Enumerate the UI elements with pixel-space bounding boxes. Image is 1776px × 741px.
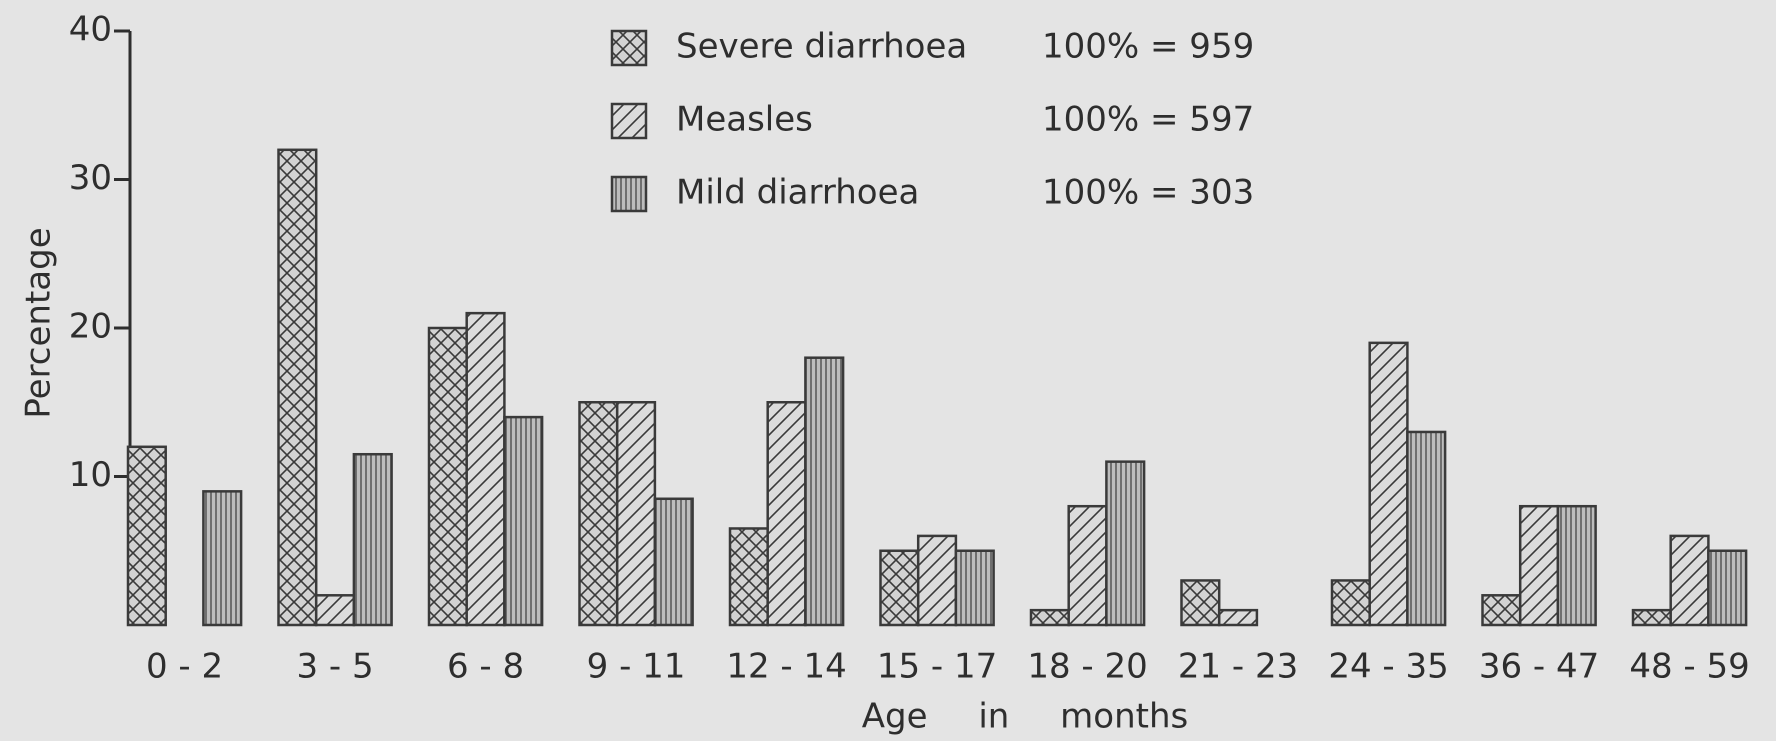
bar [1217,608,1259,627]
y-tick-label: 30 [69,158,112,198]
x-tick-label: 12 - 14 [726,647,846,687]
bar [1631,608,1672,627]
x-tick-label: 24 - 35 [1328,647,1448,687]
bar [126,445,167,627]
bar [653,497,694,627]
bar [1067,504,1108,627]
bar [954,549,995,627]
bar [202,490,243,627]
x-tick-label: 48 - 59 [1629,647,1749,687]
bar [615,401,657,627]
x-tick-label: 21 - 23 [1178,647,1298,687]
bar [427,326,468,627]
x-tick-label: 6 - 8 [447,647,524,687]
bar [1518,504,1560,627]
bar [1180,579,1221,627]
y-tick-label: 40 [69,10,112,50]
bar [277,148,318,627]
bar [503,415,544,627]
bar [804,356,845,627]
legend-total: 100% = 959 [1042,27,1254,67]
bar [1406,430,1447,627]
y-axis-title: Percentage [19,227,59,418]
legend-total: 100% = 303 [1042,173,1254,213]
bar [1556,504,1597,627]
legend-swatch [610,175,648,213]
bar [1707,549,1748,627]
bar [1330,579,1371,627]
bar [1105,460,1146,627]
x-tick-label: 18 - 20 [1027,647,1147,687]
y-tick-label: 10 [69,455,112,495]
bar [578,401,619,627]
x-tick-label: 15 - 17 [877,647,997,687]
bar [1669,534,1710,627]
bar [879,549,920,627]
bar [465,311,506,627]
bar [1481,594,1522,627]
bar [766,401,807,627]
legend-swatch [610,29,648,67]
legend-label: Measles [676,100,813,140]
bar [1029,608,1070,627]
legend-label: Severe diarrhoea [676,27,967,67]
x-tick-label: 9 - 11 [587,647,686,687]
y-tick-label: 20 [69,307,112,347]
bar [352,452,393,627]
legend-swatch [610,102,648,140]
legend-label: Mild diarrhoea [676,173,919,213]
x-tick-label: 3 - 5 [296,647,373,687]
bar [1368,341,1409,627]
bar [728,527,769,627]
x-tick-label: 36 - 47 [1479,647,1599,687]
bar [314,594,356,627]
legend-total: 100% = 597 [1042,100,1254,140]
x-axis-title: Age in months [862,697,1188,737]
x-tick-label: 0 - 2 [146,647,223,687]
bar [916,534,958,627]
